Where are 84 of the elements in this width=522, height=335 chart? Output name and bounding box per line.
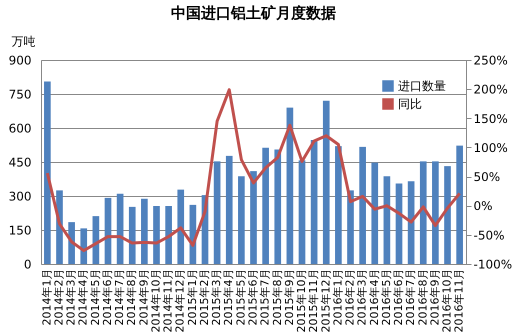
x-tick-label: 2016年11月 (452, 268, 466, 332)
bar (408, 181, 414, 264)
y-tick-label: 300 (8, 190, 32, 204)
y2-tick-label: 200% (474, 82, 508, 97)
bar (128, 206, 136, 264)
y2-tick-label: 250% (474, 54, 508, 68)
y-axis-title: 万吨 (12, 34, 36, 48)
bar (44, 82, 51, 264)
x-tick-label: 2016年2月 (344, 268, 357, 326)
bar (444, 166, 451, 264)
x-tick-label: 2014年2月 (52, 268, 66, 326)
y2-tick-label: 100% (474, 140, 508, 155)
bar (177, 190, 184, 264)
x-tick-label: 2015年4月 (222, 268, 236, 326)
x-tick-label: 2015年12月 (319, 268, 332, 332)
bar (396, 184, 402, 264)
x-tick-label: 2015年9月 (282, 268, 296, 326)
bar (92, 216, 100, 264)
bar (432, 161, 439, 264)
x-tick-label: 2014年11月 (162, 268, 175, 332)
y2-tick-label: -100% (474, 258, 512, 272)
x-tick-label: 2015年1月 (186, 268, 199, 326)
y2-tick-label: 150% (474, 112, 508, 126)
x-tick-label: 2016年7月 (404, 268, 418, 326)
x-tick-label: 2014年5月 (88, 268, 102, 326)
x-tick-label: 2015年5月 (234, 268, 248, 326)
x-tick-label: 2015年10月 (295, 268, 308, 332)
x-tick-label: 2014年12月 (174, 268, 187, 332)
bar (371, 162, 378, 264)
x-tick-label: 2016年4月 (368, 268, 381, 326)
y2-tick-label: 0% (474, 199, 493, 214)
x-tick-label: 2014年6月 (100, 268, 114, 326)
bar (274, 150, 282, 264)
legend-label: 同比 (398, 97, 422, 111)
bar (420, 161, 427, 264)
x-tick-label: 2015年11月 (307, 268, 320, 332)
x-tick-label: 2016年10月 (440, 268, 454, 332)
bar (262, 148, 269, 264)
y-tick-label: 150 (8, 224, 32, 238)
bar (347, 190, 354, 264)
bar (141, 198, 148, 264)
x-tick-label: 2016年6月 (392, 268, 406, 326)
x-tick-label: 2014年4月 (76, 268, 90, 326)
x-tick-label: 2015年3月 (210, 268, 224, 326)
x-tick-label: 2015年6月 (246, 268, 260, 326)
legend-label: 进口数量 (398, 79, 446, 93)
x-tick-label: 2016年3月 (356, 268, 369, 326)
y-tick-label: 750 (8, 88, 32, 102)
x-tick-label: 2016年5月 (380, 268, 393, 326)
bar (384, 176, 390, 264)
y2-tick-label: 50% (474, 170, 500, 184)
y-tick-label: 0 (24, 258, 32, 272)
bar (250, 171, 257, 264)
x-tick-label: 2014年3月 (64, 268, 78, 326)
x-tick-label: 2015年7月 (258, 268, 272, 326)
x-tick-label: 2016年1月 (331, 268, 344, 326)
bar (104, 198, 112, 264)
x-tick-label: 2014年7月 (113, 268, 126, 326)
bar (226, 156, 233, 264)
x-tick-label: 2016年9月 (428, 268, 442, 326)
y-tick-label: 600 (8, 122, 32, 136)
bar (214, 161, 220, 264)
bar (359, 146, 366, 264)
y2-tick-label: -50% (474, 228, 505, 242)
x-tick-label: 2014年1月 (40, 268, 54, 326)
x-tick-label: 2014年10月 (149, 268, 162, 332)
x-tick-label: 2014年8月 (125, 268, 138, 326)
bar (165, 206, 172, 264)
chart-title: 中国进口铝土矿月度数据 (171, 4, 336, 22)
bar (310, 140, 318, 264)
x-tick-label: 2016年8月 (416, 268, 430, 326)
x-tick-label: 2015年8月 (270, 268, 284, 326)
bar (456, 146, 463, 264)
bar (322, 100, 330, 264)
bar (335, 146, 342, 264)
y-tick-label: 450 (8, 156, 32, 170)
bar (116, 194, 124, 264)
bar (298, 160, 306, 264)
x-tick-label: 2015年2月 (198, 268, 211, 326)
bar (238, 176, 245, 264)
y-tick-label: 900 (8, 54, 32, 68)
x-tick-label: 2014年9月 (137, 268, 150, 326)
bar (153, 206, 160, 264)
bar (286, 108, 294, 264)
